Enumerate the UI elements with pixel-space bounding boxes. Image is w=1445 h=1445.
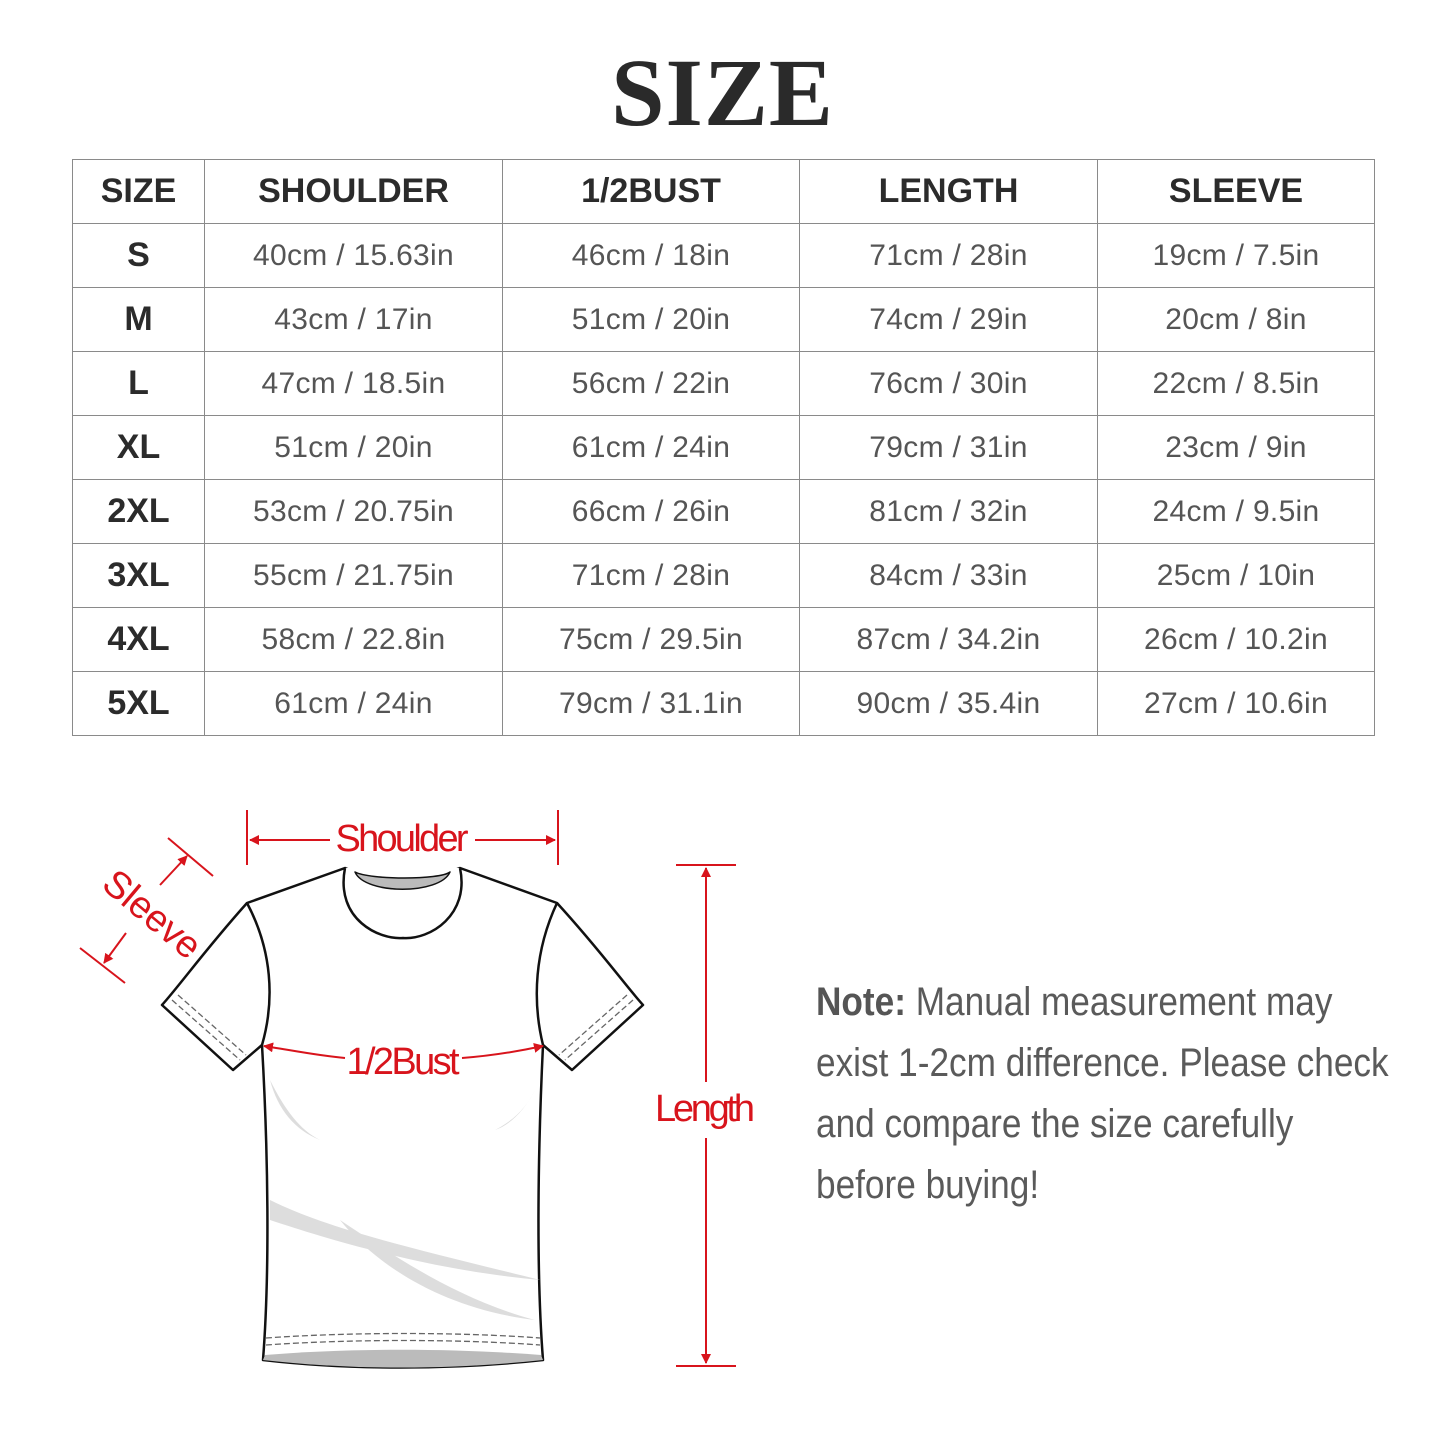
- tshirt-illustration: [160, 866, 645, 1369]
- measurement-cell: 51cm / 20in: [204, 415, 503, 480]
- size-cell: 2XL: [72, 479, 205, 544]
- length-label: Length: [655, 1088, 755, 1130]
- table-row: 5XL 61cm / 24in 79cm / 31.1in 90cm / 35.4in…: [72, 671, 1375, 736]
- measurement-cell: 51cm / 20in: [502, 287, 800, 352]
- page-title: SIZE: [611, 39, 834, 146]
- measurement-cell: 55cm / 21.75in: [204, 543, 503, 608]
- size-table: SIZE SHOULDER 1/2BUST LENGTH SLEEVE S 40cm / …: [72, 159, 1375, 736]
- size-cell: M: [72, 287, 205, 352]
- measurement-cell: 46cm / 18in: [502, 223, 800, 288]
- size-cell: 4XL: [72, 607, 205, 672]
- measurement-cell: 53cm / 20.75in: [204, 479, 503, 544]
- measurement-cell: 81cm / 32in: [799, 479, 1098, 544]
- measurement-cell: 27cm / 10.6in: [1097, 671, 1375, 736]
- bust-label: 1/2Bust: [347, 1041, 460, 1083]
- size-cell: 5XL: [72, 671, 205, 736]
- table-row: 3XL 55cm / 21.75in 71cm / 28in 84cm / 33in 2…: [72, 543, 1375, 608]
- measurement-cell: 74cm / 29in: [799, 287, 1098, 352]
- table-row: L 47cm / 18.5in 56cm / 22in 76cm / 30in 22cm…: [72, 351, 1375, 416]
- shoulder-label: Shoulder: [336, 818, 469, 860]
- size-cell: S: [72, 223, 205, 288]
- measurement-cell: 24cm / 9.5in: [1097, 479, 1375, 544]
- measurement-cell: 40cm / 15.63in: [204, 223, 503, 288]
- column-header: SLEEVE: [1097, 159, 1375, 224]
- note-prefix: Note:: [816, 980, 906, 1024]
- measurement-cell: 47cm / 18.5in: [204, 351, 503, 416]
- column-header: SIZE: [72, 159, 205, 224]
- size-cell: 3XL: [72, 543, 205, 608]
- measurement-cell: 76cm / 30in: [799, 351, 1098, 416]
- column-header: 1/2BUST: [502, 159, 800, 224]
- measurement-cell: 43cm / 17in: [204, 287, 503, 352]
- measurement-guides: [79, 810, 736, 1367]
- table-row: M 43cm / 17in 51cm / 20in 74cm / 29in 20cm /…: [72, 287, 1375, 352]
- column-header: LENGTH: [799, 159, 1098, 224]
- table-row: XL 51cm / 20in 61cm / 24in 79cm / 31in 23cm …: [72, 415, 1375, 480]
- measurement-cell: 61cm / 24in: [204, 671, 503, 736]
- note-body: Manual measurement may exist 1-2cm diffe…: [816, 980, 1389, 1207]
- measurement-cell: 56cm / 22in: [502, 351, 800, 416]
- measurement-cell: 79cm / 31.1in: [502, 671, 800, 736]
- measurement-cell: 20cm / 8in: [1097, 287, 1375, 352]
- measurement-cell: 66cm / 26in: [502, 479, 800, 544]
- measurement-cell: 19cm / 7.5in: [1097, 223, 1375, 288]
- measurement-cell: 79cm / 31in: [799, 415, 1098, 480]
- measurement-cell: 75cm / 29.5in: [502, 607, 800, 672]
- measurement-cell: 61cm / 24in: [502, 415, 800, 480]
- size-cell: L: [72, 351, 205, 416]
- measurement-cell: 84cm / 33in: [799, 543, 1098, 608]
- table-row: S 40cm / 15.63in 46cm / 18in 71cm / 28in 19c…: [72, 223, 1375, 288]
- measurement-cell: 58cm / 22.8in: [204, 607, 503, 672]
- measurement-cell: 26cm / 10.2in: [1097, 607, 1375, 672]
- measurement-cell: 90cm / 35.4in: [799, 671, 1098, 736]
- table-row: 2XL 53cm / 20.75in 66cm / 26in 81cm / 32in 2…: [72, 479, 1375, 544]
- note-text: Note: Manual measurement may exist 1-2cm…: [816, 972, 1397, 1216]
- measurement-cell: 23cm / 9in: [1097, 415, 1375, 480]
- measurement-cell: 25cm / 10in: [1097, 543, 1375, 608]
- table-header-row: SIZE SHOULDER 1/2BUST LENGTH SLEEVE: [72, 159, 1375, 224]
- measurement-cell: 22cm / 8.5in: [1097, 351, 1375, 416]
- measurement-cell: 71cm / 28in: [502, 543, 800, 608]
